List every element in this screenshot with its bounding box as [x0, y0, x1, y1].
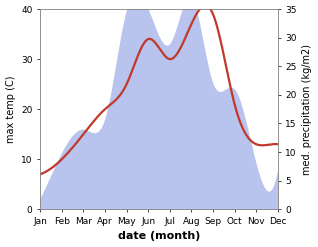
Y-axis label: med. precipitation (kg/m2): med. precipitation (kg/m2)	[302, 44, 313, 175]
X-axis label: date (month): date (month)	[118, 231, 200, 242]
Y-axis label: max temp (C): max temp (C)	[5, 75, 16, 143]
